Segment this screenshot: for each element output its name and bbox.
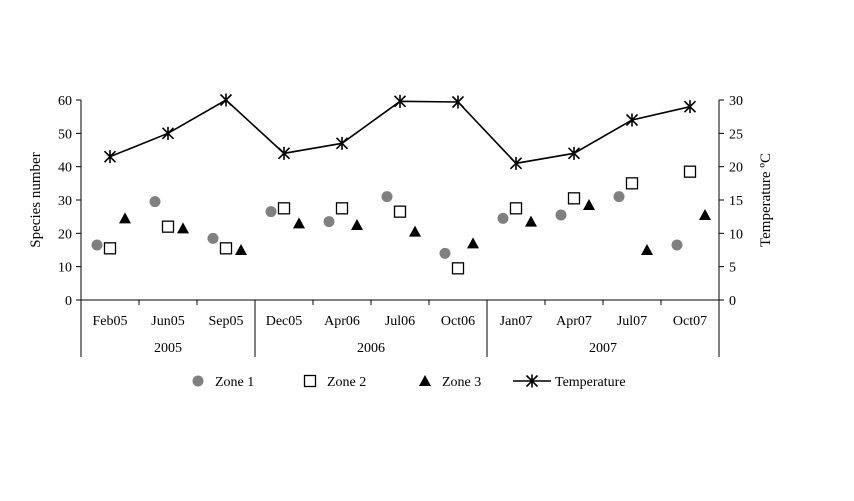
zone-3-point [409,225,421,237]
y-tick-label-right: 10 [729,227,743,242]
zone-3-point [235,244,247,255]
legend-zone-1-label: Zone 1 [215,375,254,390]
x-tick-label: Feb05 [93,314,128,329]
zone-2-point [683,165,697,178]
y-tick-label-left: 20 [58,227,72,242]
y-tick-label-left: 10 [58,261,72,276]
zone-2-point [625,177,639,190]
temperature-point [567,146,581,160]
zone-2-point [335,202,349,215]
zone-2-point [277,202,291,215]
y-axis-title-right: Temperature ºC [758,153,774,247]
temperature-point [393,94,407,108]
temperature-point [509,156,523,170]
zone-2-point [161,220,175,233]
temperature-point [161,126,175,140]
zone-1-point [149,196,161,208]
zone-1-point [613,191,625,203]
y-tick-label-right: 0 [729,294,736,309]
zone-3-point [699,209,711,220]
zone-1-point [265,206,277,218]
zone-1-point [439,247,451,259]
x-tick-label: Sep05 [209,314,244,329]
x-tick-label: Jul06 [385,314,415,329]
y-tick-label-left: 60 [58,94,72,109]
zone-2-point [567,192,581,205]
zone-3-point [119,212,131,224]
zone-2-point [509,202,523,215]
legend-temperature-marker [525,374,539,388]
zone-3-point [351,219,363,230]
zone-1-point [671,239,683,251]
x-tick-label: Oct06 [441,314,475,329]
zone-3-point [293,217,305,229]
zone-3-point [583,199,595,210]
legend-temperature-label: Temperature [555,375,626,390]
y-tick-label-left: 40 [58,161,72,176]
x-tick-label: Apr07 [556,314,592,329]
x-tick-label: Jul07 [617,314,647,329]
y-tick-label-right: 30 [729,94,743,109]
y-tick-label-right: 5 [729,261,736,276]
temperature-point [625,113,639,127]
legend-zone-2-label: Zone 2 [327,375,366,390]
temperature-point [219,93,233,107]
temperature-point [277,146,291,160]
temperature-point [451,95,465,109]
zone-1-point [381,191,393,203]
zone-2-point [393,205,407,218]
temperature-point [335,136,349,150]
y-tick-label-left: 50 [58,127,72,142]
temperature-point [103,150,117,164]
temperature-line [109,99,691,165]
group-label: 2006 [357,341,385,356]
zone-1-point [555,209,567,221]
legend-zone-3-label: Zone 3 [442,375,481,390]
y-axis-title-left: Species number [28,152,44,247]
x-tick-label: Dec05 [266,314,303,329]
y-tick-label-left: 0 [65,294,72,309]
x-tick-label: Jun05 [151,314,184,329]
legend-zone-1-marker [192,375,204,387]
zone-3-point [177,222,189,234]
zone-1-point [497,212,509,224]
group-label: 2007 [589,341,617,356]
y-tick-label-right: 20 [729,161,743,176]
zone-1-point [207,232,219,244]
zone-3-point [467,237,479,249]
zone-3-point [525,215,537,227]
zone-1-point [323,216,335,228]
zone-3-point [641,244,653,255]
zone-2-point [451,262,465,275]
x-tick-label: Apr06 [324,314,360,329]
x-tick-label: Oct07 [673,314,707,329]
y-tick-label-right: 25 [729,127,743,142]
zone-1-point [91,239,103,251]
y-tick-label-right: 15 [729,194,743,209]
y-tick-label-left: 30 [58,194,72,209]
zone-2-point [103,242,117,255]
temperature-point [683,100,697,114]
zone-2-point [219,242,233,255]
group-label: 2005 [154,341,182,356]
legend-zone-2-marker [303,374,317,388]
legend-zone-3-marker [419,375,431,386]
x-tick-label: Jan07 [500,314,533,329]
